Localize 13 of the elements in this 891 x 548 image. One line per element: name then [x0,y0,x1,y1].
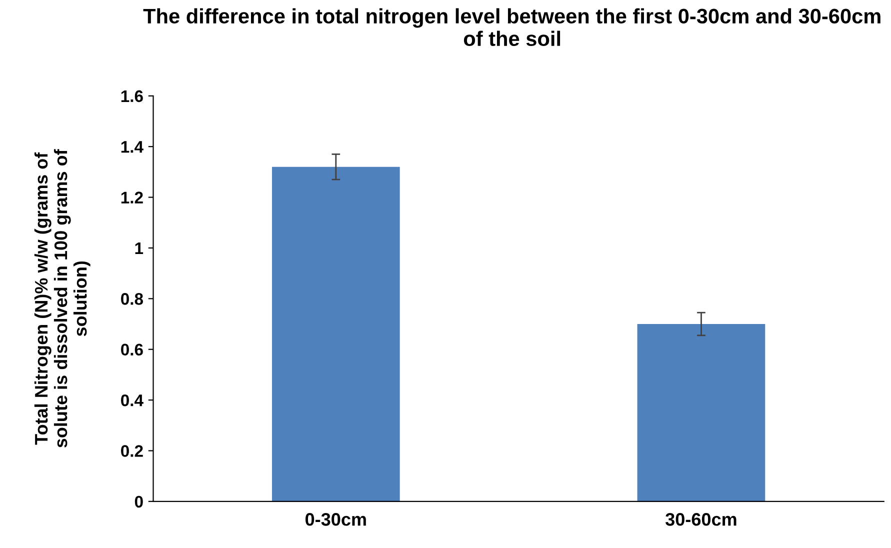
x-tick-label: 0-30cm [306,513,366,526]
y-tick-label: 0 [134,496,143,508]
y-tick-label: 0.2 [121,445,143,457]
y-tick-label: 1 [135,242,144,254]
y-axis-title: Total Nitrogen (N)% w/w (grams of solute is dissolved in 100 grams of solution) [34,149,90,448]
y-tick-label: 1.4 [121,141,144,153]
y-tick-label: 0.8 [121,293,144,305]
chart-title: The difference in total nitrogen level between the first 0-30cm and 30-60cm of the soil [143,8,880,46]
y-tick-label: 1.2 [121,192,143,204]
y-tick-label: 0.4 [121,394,144,406]
x-tick-label: 30-60cm [665,513,736,526]
y-tick-label: 1.6 [121,90,143,102]
y-tick-label: 0.6 [121,344,143,356]
